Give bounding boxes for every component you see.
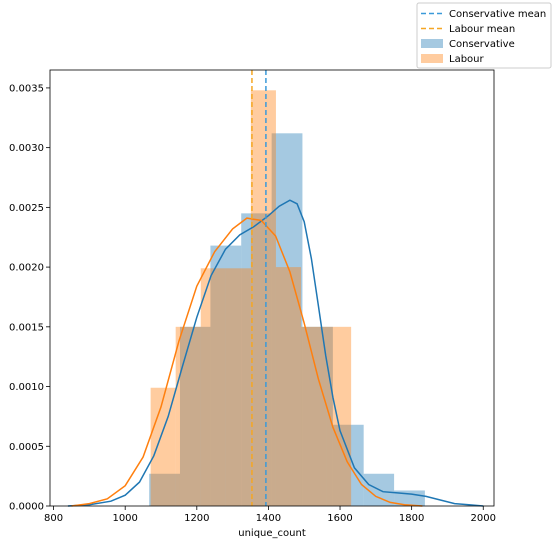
labour-hist-bar <box>275 267 302 506</box>
legend-frame <box>416 2 552 69</box>
labour-hist-bar <box>175 326 201 506</box>
x-tick-label: 800 <box>44 513 63 524</box>
conservative-hist-bar <box>302 326 333 506</box>
y-tick-label: 0.0030 <box>9 143 44 154</box>
y-tick-label: 0.0035 <box>9 83 44 94</box>
axes: 800 1000 1200 1400 1600 1800 2000 0.0000 0.0005 0… <box>9 69 496 524</box>
y-tick-label: 0.0015 <box>9 322 44 333</box>
legend-conservative-swatch <box>421 39 443 48</box>
y-tick-label: 0.0000 <box>9 502 44 513</box>
x-axis-label: unique_count <box>238 528 306 539</box>
legend-conservative-label: Conservative <box>449 39 515 50</box>
conservative-kde-line <box>67 199 484 507</box>
x-tick-label: 2000 <box>471 513 496 524</box>
y-tick-label: 0.0010 <box>9 382 44 393</box>
legend-labour-swatch <box>421 54 443 63</box>
labour-hist-bar <box>250 90 276 506</box>
legend: Conservative mean Labour mean Conservati… <box>416 2 552 69</box>
x-tick-label: 1600 <box>327 513 352 524</box>
y-tick-label: 0.0020 <box>9 263 44 274</box>
axes-frame <box>49 69 495 507</box>
conservative-hist-bar <box>210 245 242 506</box>
legend-labour-mean-label: Labour mean <box>449 24 515 35</box>
conservative-hist-bar <box>149 473 180 506</box>
x-tick-label: 1400 <box>256 513 281 524</box>
x-tick-label: 1000 <box>112 513 137 524</box>
labour-hist-bar <box>225 268 251 506</box>
legend-conservative-mean-label: Conservative mean <box>449 9 546 20</box>
labour-hist-bar <box>200 268 226 506</box>
labour-kde-line <box>71 217 423 507</box>
y-tick-label: 0.0005 <box>9 442 44 453</box>
x-tick-label: 1800 <box>399 513 424 524</box>
x-tick-label: 1200 <box>184 513 209 524</box>
conservative-hist-bar <box>271 133 303 507</box>
plot-area <box>67 70 484 507</box>
labour-hist-bar <box>301 326 327 506</box>
y-tick-label: 0.0025 <box>9 203 44 214</box>
legend-labour-label: Labour <box>449 54 485 65</box>
